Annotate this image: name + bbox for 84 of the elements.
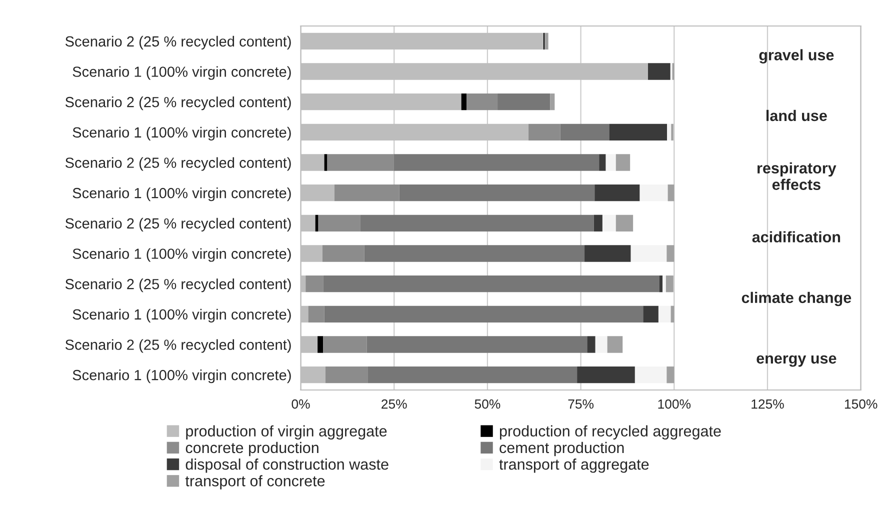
- bar: [667, 124, 672, 141]
- y-tick-label: Scenario 1 (100% virgin concrete): [72, 126, 291, 140]
- legend-label: concrete production: [186, 442, 318, 456]
- bar: [461, 93, 467, 110]
- bar: [606, 154, 616, 171]
- bar: [327, 154, 394, 171]
- bar: [616, 154, 630, 171]
- annotation: respiratory effects: [758, 162, 836, 190]
- bar: [594, 184, 640, 202]
- y-tick-label: Scenario 2 (25 % recycled content): [65, 157, 291, 171]
- bar: [306, 275, 324, 292]
- bar: [466, 93, 498, 110]
- bar: [550, 93, 555, 110]
- y-tick-label: Scenario 1 (100% virgin concrete): [72, 66, 291, 80]
- bar: [560, 124, 610, 141]
- legend-label: cement production: [500, 442, 624, 456]
- bar: [324, 154, 328, 171]
- x-tick-label: 25%: [382, 399, 407, 409]
- bar: [659, 275, 663, 292]
- bar: [360, 214, 594, 232]
- bar: [599, 154, 606, 171]
- bar: [648, 63, 670, 80]
- y-tick-label: Scenario 2 (25 % recycled content): [65, 96, 291, 110]
- bar: [322, 245, 364, 262]
- y-tick-label: Scenario 2 (25 % recycled content): [65, 278, 291, 292]
- annotation: acidification: [752, 231, 840, 242]
- legend-label: transport of aggregate: [499, 458, 649, 473]
- bar: [325, 366, 368, 384]
- bar: [399, 184, 595, 202]
- bar: [324, 306, 644, 323]
- x-tick-label: 150%: [844, 399, 878, 409]
- annotation: gravel use: [759, 49, 834, 64]
- y-tick-label: Scenario 2 (25 % recycled content): [65, 218, 291, 232]
- bar: [666, 245, 674, 262]
- legend-label: transport of concrete: [185, 475, 325, 490]
- bar: [594, 214, 602, 232]
- bar: [323, 336, 367, 353]
- bar: [643, 306, 658, 323]
- annotation: land use: [766, 110, 827, 122]
- bar: [666, 366, 674, 384]
- bar: [584, 245, 631, 262]
- bar: [528, 124, 560, 141]
- bar: [308, 306, 324, 323]
- bar: [662, 275, 666, 292]
- x-tick-label: 75%: [568, 399, 594, 409]
- y-tick-label: Scenario 1 (100% virgin concrete): [72, 188, 291, 202]
- bar: [609, 124, 668, 141]
- bar: [658, 306, 671, 323]
- bar: [318, 214, 360, 232]
- bar: [640, 184, 668, 202]
- bar: [364, 245, 585, 262]
- y-tick-label: Scenario 2 (25 % recycled content): [65, 36, 291, 50]
- bar: [666, 275, 674, 292]
- bar: [368, 366, 578, 384]
- bar: [366, 336, 588, 353]
- x-tick-label: 0%: [292, 399, 310, 409]
- bar: [323, 275, 660, 292]
- y-tick-label: Scenario 2 (25 % recycled content): [65, 339, 291, 353]
- annotation: climate change: [742, 292, 852, 306]
- legend-label: production of recycled aggregate: [500, 425, 721, 440]
- bar: [577, 366, 635, 384]
- bar: [634, 366, 667, 384]
- bar: [607, 336, 623, 353]
- bar: [394, 154, 600, 171]
- y-tick-label: Scenario 1 (100% virgin concrete): [72, 370, 291, 384]
- legend-label: disposal of construction waste: [186, 458, 388, 473]
- bar: [318, 336, 324, 353]
- bar: [595, 336, 608, 353]
- bar: [616, 214, 634, 232]
- x-tick-label: 125%: [752, 399, 784, 409]
- bar: [544, 32, 548, 50]
- y-tick-label: Scenario 1 (100% virgin concrete): [72, 308, 291, 322]
- y-tick-label: Scenario 1 (100% virgin concrete): [72, 248, 291, 262]
- bar: [602, 214, 616, 232]
- legend-label: production of virgin aggregate: [186, 425, 387, 440]
- bar: [498, 93, 550, 110]
- x-tick-label: 50%: [474, 399, 500, 409]
- annotation: energy use: [756, 355, 836, 367]
- bar: [315, 214, 318, 232]
- x-tick-label: 100%: [658, 399, 691, 409]
- bar: [668, 184, 674, 202]
- bar: [334, 184, 400, 202]
- bar: [630, 245, 667, 262]
- bar: [587, 336, 596, 353]
